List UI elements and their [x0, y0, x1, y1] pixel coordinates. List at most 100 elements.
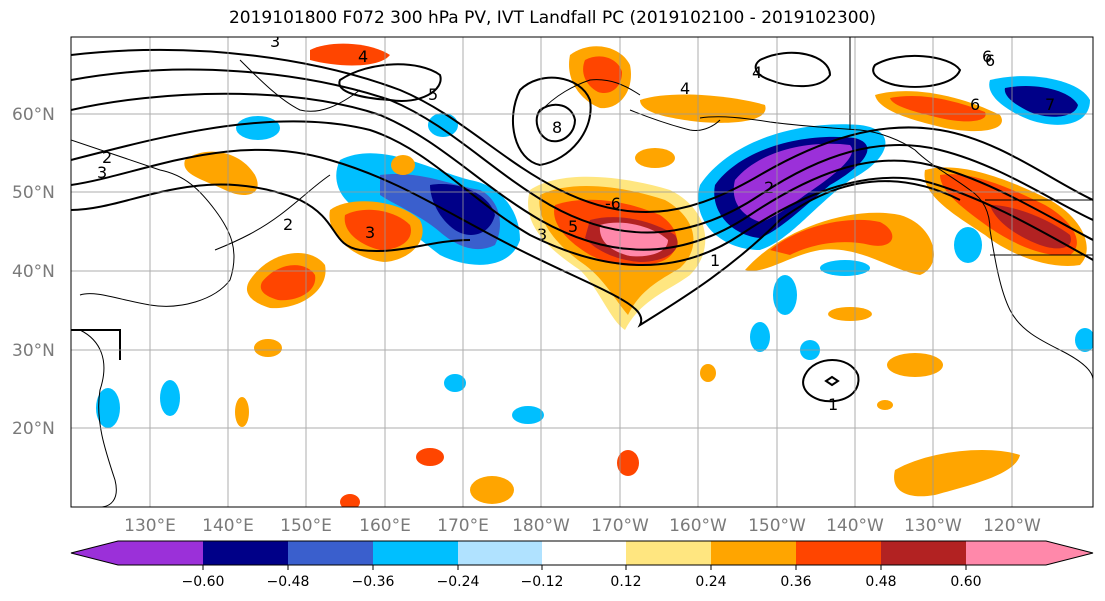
- contour-label: 5: [568, 217, 578, 236]
- anomaly-small-p1: [887, 353, 943, 377]
- contour-label: 6: [985, 51, 995, 70]
- colorbar-tick-label: 0.36: [780, 574, 811, 590]
- colorbar-outline: [70, 540, 1094, 566]
- lat-label: 50°N: [12, 183, 55, 203]
- anomaly-small-4: [820, 260, 870, 276]
- anomaly-east-band-core: [770, 219, 893, 255]
- colorbar-segment: [203, 541, 288, 565]
- contour-label: -6: [605, 194, 621, 213]
- contour-label: 1: [828, 395, 838, 414]
- colorbar-segment: [373, 541, 458, 565]
- anomaly-se-band: [894, 450, 1020, 497]
- anomaly-bering-core: [583, 56, 622, 94]
- pv-contour-6: [71, 183, 471, 252]
- pv-contour-low-inner: [824, 375, 840, 387]
- contour-label: 4: [680, 79, 690, 98]
- contour-label: 3: [537, 225, 547, 244]
- lon-label: 140°E: [202, 516, 254, 536]
- lon-label: 150°W: [748, 516, 806, 536]
- bering-coast: [539, 79, 641, 113]
- anomaly-small-p9: [340, 494, 360, 507]
- colorbar-segment: [626, 541, 711, 565]
- anomaly-small-10: [1075, 328, 1093, 352]
- colorbar-tick-label: 0.48: [865, 574, 896, 590]
- anomaly-small-p11: [635, 148, 675, 168]
- colorbar-segment: [71, 541, 118, 565]
- contour-label: 3: [97, 163, 107, 182]
- contour-label: 7: [1045, 95, 1055, 114]
- colorbar-tick-label: 0.12: [610, 574, 641, 590]
- colorbar-segment: [1046, 541, 1093, 565]
- lon-label: 120°W: [983, 516, 1041, 536]
- anomaly-arctic-band: [640, 94, 766, 123]
- colorbar-tick-label: −0.12: [521, 574, 564, 590]
- anomaly-small-5: [160, 380, 180, 416]
- colorbar: −0.60 −0.48 −0.36 −0.24 −0.12 0.12 0.24 …: [70, 540, 1094, 590]
- anomaly-small-p6: [470, 476, 514, 504]
- anomaly-small-p3: [700, 364, 716, 382]
- anomaly-small-p7: [254, 339, 282, 357]
- colorbar-tick-label: −0.48: [267, 574, 310, 590]
- pv-contour-low: [802, 359, 860, 403]
- lon-label: 180°W: [512, 516, 570, 536]
- anomaly-small-9: [954, 227, 982, 263]
- anomaly-small-1: [773, 275, 797, 315]
- contour-label: 2: [283, 215, 293, 234]
- anomaly-small-p2: [828, 307, 872, 321]
- colorbar-segment: [542, 541, 626, 565]
- anomaly-small-11: [236, 116, 280, 140]
- anomaly-small-p4: [617, 450, 639, 476]
- colorbar-tick-label: −0.24: [437, 574, 480, 590]
- pv-closed-high: [512, 76, 592, 167]
- lon-labels: 130°E 140°E 150°E 160°E 170°E 180°W 170°…: [124, 516, 1041, 536]
- anomaly-small-p8: [235, 397, 249, 427]
- lon-label: 160°E: [359, 516, 411, 536]
- contour-label: 6: [982, 47, 992, 66]
- colorbar-segment: [288, 541, 373, 565]
- colorbar-segment: [881, 541, 966, 565]
- lon-label: 160°W: [669, 516, 727, 536]
- anomaly-small-2: [750, 322, 770, 352]
- contour-label: 2: [102, 148, 112, 167]
- anomaly-small-8: [444, 374, 466, 392]
- pv-contour-1: [71, 48, 1093, 214]
- anomaly-okhotsk: [184, 151, 258, 195]
- figure-title: 2019101800 F072 300 hPa PV, IVT Landfall…: [228, 8, 876, 28]
- colorbar-tick-label: −0.60: [182, 574, 225, 590]
- lon-label: 170°E: [437, 516, 489, 536]
- lon-label: 140°W: [826, 516, 884, 536]
- colorbar-segment: [966, 541, 1046, 565]
- lon-label: 170°W: [591, 516, 649, 536]
- contour-label: 3: [270, 32, 280, 51]
- colorbar-tick-label: −0.36: [352, 574, 395, 590]
- anomaly-canada-core: [1004, 85, 1078, 117]
- lat-label: 40°N: [12, 262, 55, 282]
- contour-label: 8: [552, 118, 562, 137]
- contour-label: 6: [970, 95, 980, 114]
- anomaly-west-core: [344, 209, 411, 250]
- colorbar-tick-label: 0.24: [695, 574, 726, 590]
- colorbar-segment: [796, 541, 881, 565]
- lon-label: 130°E: [124, 516, 176, 536]
- anomaly-small-p5: [416, 448, 444, 466]
- pv-closed-4: [338, 63, 442, 102]
- pv-contour-4: [71, 120, 1093, 266]
- colorbar-segment: [118, 541, 203, 565]
- colorbar-ticks: [202, 565, 967, 570]
- lat-label: 20°N: [12, 419, 55, 439]
- anomaly-siberia: [310, 43, 390, 66]
- anomaly-small-p12: [391, 155, 415, 175]
- contour-label: 5: [428, 85, 438, 104]
- pv-closed-ne: [754, 51, 832, 88]
- anomaly-small-12: [428, 113, 458, 137]
- lat-label: 30°N: [12, 341, 55, 361]
- colorbar-tick-labels: −0.60 −0.48 −0.36 −0.24 −0.12 0.12 0.24 …: [182, 574, 982, 590]
- gridlines: [71, 37, 1093, 507]
- map-layers: 3 4 5 6 7 8 2 3 2 3 3 5 -6 1 2 1 6 6 4 4: [71, 32, 1093, 507]
- pv-contour-2: [71, 68, 1093, 234]
- anomaly-japan-core: [260, 265, 316, 301]
- contour-label: 2: [764, 178, 774, 197]
- china-coast: [79, 329, 117, 507]
- anomaly-small-p10: [877, 400, 893, 410]
